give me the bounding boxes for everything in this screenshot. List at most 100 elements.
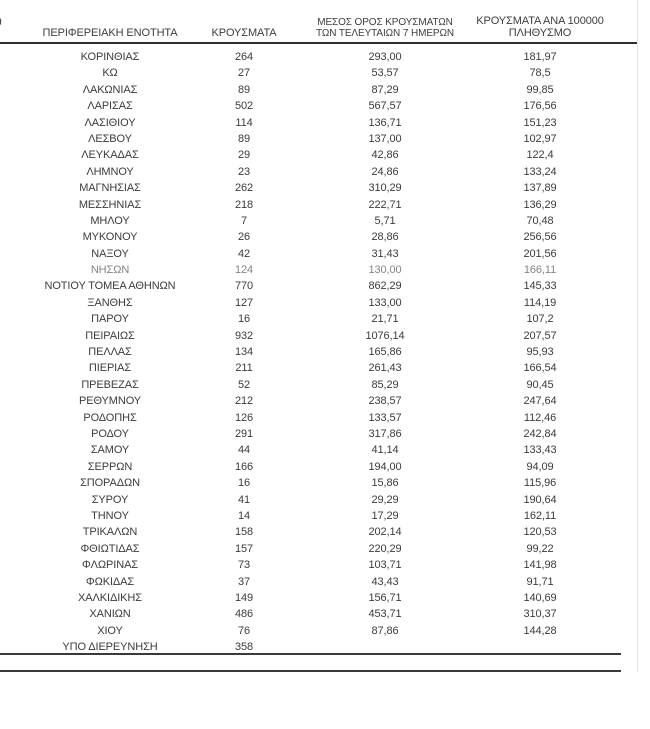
table-row: ΣΑΜΟΥ 44 41,14 133,43 [0, 442, 637, 458]
avg7-value: 238,57 [368, 395, 402, 408]
per100k-value: 99,85 [526, 83, 554, 96]
avg7-value: 24,86 [371, 165, 399, 178]
region-name: ΜΗΛΟΥ [90, 214, 130, 227]
column-header-7day-average-line1: ΜΕΣΟΣ ΟΡΟΣ ΚΡΟΥΣΜΑΤΩΝ [317, 17, 453, 28]
region-name: ΦΛΩΡΙΝΑΣ [81, 559, 139, 572]
per100k-value: 90,45 [526, 378, 554, 391]
avg7-value: 130,00 [368, 264, 402, 277]
avg7-value: 1076,14 [365, 329, 405, 342]
region-name: ΞΑΝΘΗΣ [87, 296, 133, 309]
avg7-value: 29,29 [371, 493, 399, 506]
avg7-value: 15,86 [371, 477, 399, 490]
cases-value: 262 [234, 182, 254, 195]
region-name: ΠΕΙΡΑΙΩΣ [85, 329, 135, 342]
table-row: ΚΩ 27 53,57 78,5 [0, 65, 637, 81]
per100k-value: 201,56 [523, 247, 557, 260]
table-row: ΛΕΥΚΑΔΑΣ 29 42,86 122,4 [0, 147, 637, 163]
column-header-7day-average: ΜΕΣΟΣ ΟΡΟΣ ΚΡΟΥΣΜΑΤΩΝ ΤΩΝ ΤΕΛΕΥΤΑΙΩΝ 7 Η… [300, 17, 470, 39]
avg7-value: 21,71 [371, 313, 399, 326]
table-row: ΡΟΔΟΥ 291 317,86 242,84 [0, 426, 637, 442]
cases-value: 89 [237, 132, 251, 145]
per100k-value: 107,2 [526, 313, 554, 326]
table-row: ΜΥΚΟΝΟΥ 26 28,86 256,56 [0, 229, 637, 245]
avg7-value: 156,71 [368, 591, 402, 604]
table-row: ΤΗΝΟΥ 14 17,29 162,11 [0, 508, 637, 524]
cases-value: 149 [234, 591, 254, 604]
region-name: ΣΠΟΡΑΔΩΝ [80, 477, 140, 490]
table-row: ΧΙΟΥ 76 87,86 144,28 [0, 623, 637, 639]
cases-value: 212 [234, 395, 254, 408]
avg7-value: 133,00 [368, 296, 402, 309]
table-row: ΜΕΣΣΗΝΙΑΣ 218 222,71 136,29 [0, 197, 637, 213]
avg7-value: 53,57 [371, 67, 399, 80]
table-row: ΦΛΩΡΙΝΑΣ 73 103,71 141,98 [0, 557, 637, 573]
per100k-value: 133,43 [523, 444, 557, 457]
per100k-value: 176,56 [523, 100, 557, 113]
region-name: ΧΑΝΙΩΝ [89, 608, 131, 621]
avg7-value: 87,86 [371, 624, 399, 637]
avg7-value: 194,00 [368, 460, 402, 473]
table-row: ΛΑΣΙΘΙΟΥ 114 136,71 151,23 [0, 115, 637, 131]
cases-value: 486 [234, 608, 254, 621]
per100k-value: 242,84 [523, 427, 557, 440]
cases-value: 16 [237, 477, 251, 490]
avg7-value: 261,43 [368, 362, 402, 375]
avg7-value: 28,86 [371, 231, 399, 244]
region-name: ΥΠΟ ΔΙΕΡΕΥΝΗΣΗ [62, 641, 158, 654]
table-row: ΧΑΝΙΩΝ 486 453,71 310,37 [0, 606, 637, 622]
cases-value: 157 [234, 542, 254, 555]
clipped-digit-fragment: 9 [0, 13, 4, 26]
per100k-value: 151,23 [523, 116, 557, 129]
table-row: ΡΕΘΥΜΝΟΥ 212 238,57 247,64 [0, 393, 637, 409]
page-edge-line [637, 0, 638, 672]
region-name: ΛΑΚΩΝΙΑΣ [82, 83, 138, 96]
table-bottom-rule [0, 653, 621, 655]
avg7-value: 137,00 [368, 132, 402, 145]
per100k-value: 120,53 [523, 526, 557, 539]
cases-value: 26 [237, 231, 251, 244]
cases-value: 76 [237, 624, 251, 637]
cases-value: 158 [234, 526, 254, 539]
table-header: ΠΕΡΙΦΕΡΕΙΑΚΗ ΕΝΟΤΗΤΑ ΚΡΟΥΣΜΑΤΑ ΜΕΣΟΣ ΟΡΟ… [0, 0, 637, 42]
avg7-value: 103,71 [368, 559, 402, 572]
region-name: ΤΗΝΟΥ [91, 509, 129, 522]
per100k-value: 133,24 [523, 165, 557, 178]
per100k-value: 102,97 [523, 132, 557, 145]
per100k-value: 94,09 [526, 460, 554, 473]
cases-value: 127 [234, 296, 254, 309]
table-row: ΚΟΡΙΝΘΙΑΣ 264 293,00 181,97 [0, 49, 637, 65]
table-row: ΠΕΛΛΑΣ 134 165,86 95,93 [0, 344, 637, 360]
avg7-value: 31,43 [371, 247, 399, 260]
region-name: ΚΟΡΙΝΘΙΑΣ [80, 51, 140, 63]
cases-value: 114 [235, 116, 253, 129]
cases-value: 126 [234, 411, 254, 424]
table-row: ΝΗΣΩΝ 124 130,00 166,11 [0, 262, 637, 278]
per100k-value: 140,69 [523, 591, 557, 604]
table-row: ΞΑΝΘΗΣ 127 133,00 114,19 [0, 295, 637, 311]
table-row: ΛΑΚΩΝΙΑΣ 89 87,29 99,85 [0, 82, 637, 98]
per100k-value: 70,48 [526, 214, 554, 227]
table-row: ΧΑΛΚΙΔΙΚΗΣ 149 156,71 140,69 [0, 590, 637, 606]
table-row: ΣΕΡΡΩΝ 166 194,00 94,09 [0, 459, 637, 475]
per100k-value: 99,22 [526, 542, 554, 555]
per100k-value: 144,28 [523, 624, 557, 637]
cases-value: 932 [234, 329, 254, 342]
region-name: ΡΟΔΟΥ [91, 427, 129, 440]
cases-value: 291 [234, 427, 254, 440]
avg7-value: 41,14 [371, 444, 399, 457]
region-name: ΣΕΡΡΩΝ [87, 460, 133, 473]
region-name: ΡΕΘΥΜΝΟΥ [78, 395, 142, 408]
per100k-value: 115,96 [523, 477, 557, 490]
avg7-value: 85,29 [371, 378, 399, 391]
table-row: ΛΗΜΝΟΥ 23 24,86 133,24 [0, 164, 637, 180]
table-row: ΣΥΡΟΥ 41 29,29 190,64 [0, 492, 637, 508]
table-row: ΤΡΙΚΑΛΩΝ 158 202,14 120,53 [0, 524, 637, 540]
cases-value: 41 [237, 493, 251, 506]
region-name: ΦΘΙΩΤΙΔΑΣ [80, 542, 140, 555]
cases-value: 42 [237, 247, 251, 260]
table-row: ΣΠΟΡΑΔΩΝ 16 15,86 115,96 [0, 475, 637, 491]
table-row: ΦΘΙΩΤΙΔΑΣ 157 220,29 99,22 [0, 541, 637, 557]
avg7-value: 293,00 [368, 51, 402, 63]
cases-value: 73 [237, 559, 251, 572]
cases-value: 27 [237, 67, 251, 80]
